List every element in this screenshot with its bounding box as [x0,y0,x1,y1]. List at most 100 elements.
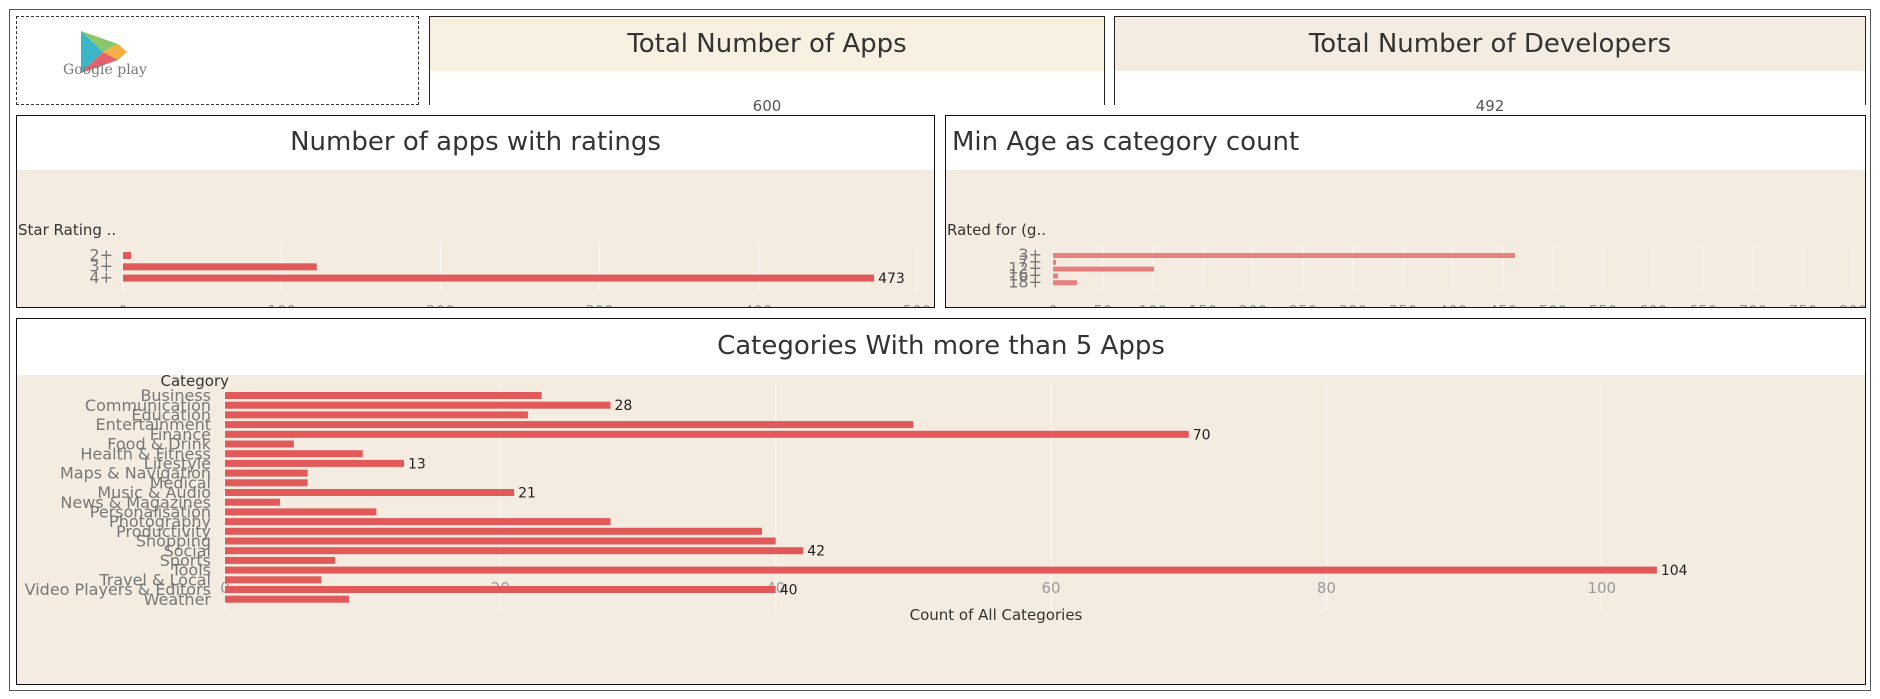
category-label: Communication [85,396,211,415]
bar [225,469,308,477]
bar [225,527,762,535]
category-label: Entertainment [96,415,211,434]
category-label: Maps & Navigation [60,464,211,483]
google-play-logo-box: Google play [16,16,419,105]
category-label: Food & Drink [107,435,212,454]
x-tick-label: 150 [1189,302,1218,307]
bar [123,252,131,259]
kpi-apps-header: Total Number of Apps [430,17,1104,71]
data-label: 70 [1193,427,1211,443]
kpi-apps-value: 600 [752,97,782,115]
kpi-developers-header: Total Number of Developers [1115,17,1865,71]
x-tick-label: 400 [1439,302,1468,307]
categories-panel: Categories With more than 5 Apps 0204060… [16,318,1866,685]
bar [225,479,308,487]
category-label: Business [140,386,211,405]
x-tick-label: 550 [1589,302,1618,307]
x-tick-label: 250 [1289,302,1318,307]
category-label: Video Players & Editors [25,580,211,599]
kpi-total-apps: Total Number of Apps 600 [429,16,1105,115]
x-tick-label: 500 [1539,302,1568,307]
data-label: 42 [807,544,825,560]
x-tick-label: 750 [1789,302,1818,307]
x-tick-label: 100 [1587,579,1616,597]
bar [1053,266,1154,272]
row-header: Star Rating .. [18,221,116,239]
category-label: 3+ [1018,245,1042,264]
x-tick-label: 700 [1739,302,1768,307]
ratings-chart-title: Number of apps with ratings [290,127,661,157]
data-label: 40 [780,583,798,599]
bar [225,401,611,409]
category-label: 16+ [1008,265,1042,284]
bar [225,537,776,545]
x-tick-label: 200 [426,302,455,307]
category-label: Music & Audio [97,483,211,502]
x-tick-label: 100 [1139,302,1168,307]
category-label: Weather [144,590,212,609]
x-axis-title: Count of All Categories [910,606,1083,624]
row-header: Rated for (g.. [947,221,1046,239]
bar [225,450,363,458]
bar [225,430,1189,438]
data-label: 28 [615,398,633,414]
categories-chart-title: Categories With more than 5 Apps [717,331,1165,361]
x-tick-label: 300 [585,302,614,307]
bar [225,421,914,429]
bar [225,595,349,603]
category-label: 4+ [89,268,113,287]
x-tick-label: 600 [1639,302,1668,307]
category-label: Productivity [116,522,211,541]
x-tick-label: 0 [118,302,128,307]
category-label: Social [164,541,211,560]
category-label: Education [131,406,211,425]
age-panel: Min Age as category count 0 50 100 150 200 25… [945,115,1866,308]
x-tick-label: 450 [1489,302,1518,307]
bar [123,274,875,282]
ratings-chart: 0100200300400500Star Rating ..2+3+4+473C… [18,221,932,307]
bar [225,459,404,467]
category-label: 12+ [1008,259,1042,278]
kpi-total-developers: Total Number of Developers 492 [1114,16,1866,115]
categories-chart: 020406080100CategoryBusinessCommunicatio… [25,372,1688,624]
category-label: Sports [160,551,211,570]
x-tick-label: 80 [1317,579,1336,597]
kpi-developers-title: Total Number of Developers [1308,29,1672,59]
x-tick-label: 50 [1093,302,1112,307]
category-label: Medical [150,473,211,492]
bar [225,556,336,564]
bar [1053,253,1515,258]
bar [225,547,804,555]
x-tick-label: 500 [903,302,932,307]
x-tick-label: 100 [267,302,296,307]
x-tick-label: 200 [1239,302,1268,307]
kpi-developers-value: 492 [1475,97,1505,115]
age-chart-title: Min Age as category count [952,127,1300,157]
bar [225,508,377,516]
age-chart: 0 50 100 150 200 250 300 350 400 450 500 550 600 650 7… [947,221,1865,307]
bar [225,489,515,496]
x-tick-label: 800 [1839,302,1865,307]
category-label: Lifestyle [144,454,211,473]
bar [225,586,776,593]
category-label: 3+ [89,257,113,276]
data-label: 13 [408,456,426,472]
ratings-plot-area [17,170,934,307]
x-tick-label: 350 [1389,302,1418,307]
bar [225,576,322,584]
google-play-logo-icon [81,31,127,73]
category-label: 2+ [89,245,113,264]
x-tick-label: 400 [744,302,773,307]
category-label: Finance [150,425,211,444]
data-label: 104 [1661,563,1688,579]
x-tick-label: 60 [1042,579,1061,597]
x-tick-label: 300 [1339,302,1368,307]
category-label: Shopping [136,532,211,551]
row-header: Category [160,372,229,390]
bar [225,411,528,419]
category-label: Tools [171,561,211,580]
category-label: Photography [109,512,211,531]
x-tick-label: 0 [1048,302,1058,307]
category-label: 18+ [1008,272,1042,291]
bar [1053,259,1056,265]
